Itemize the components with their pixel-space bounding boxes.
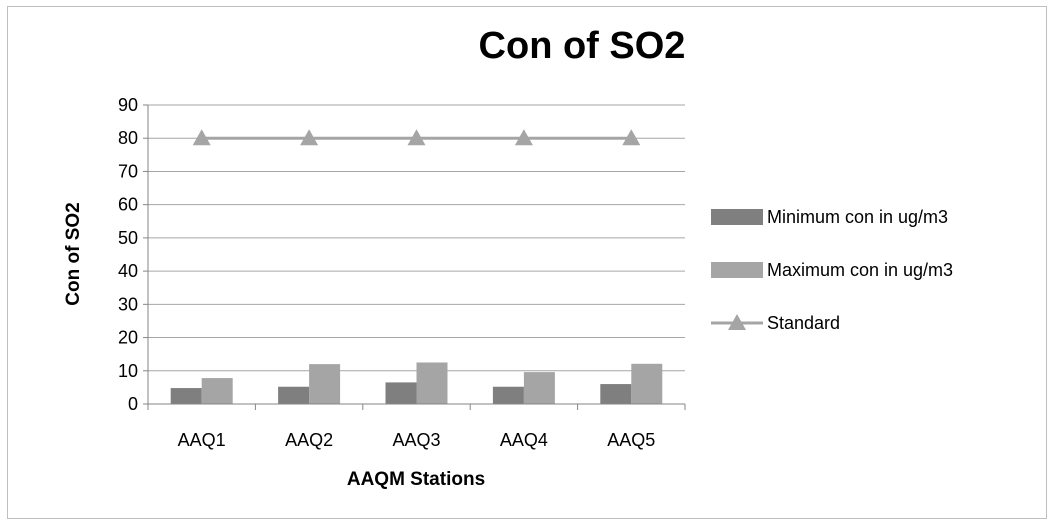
legend-item: Maximum con in ug/m3 bbox=[711, 260, 953, 280]
y-axis-ticks: 0 10 20 30 40 50 60 70 80 90 bbox=[118, 95, 138, 414]
y-tick-label: 80 bbox=[118, 128, 138, 148]
bar-aaq5-min bbox=[600, 384, 632, 404]
standard-marker bbox=[192, 129, 211, 146]
y-tick-label: 60 bbox=[118, 195, 138, 215]
legend-marker bbox=[728, 314, 746, 330]
bar-aaq2-min bbox=[278, 386, 310, 404]
y-tick-label: 0 bbox=[128, 394, 138, 414]
bar-aaq4-max bbox=[523, 372, 555, 404]
bar-aaq1-max bbox=[201, 378, 233, 404]
x-tick-label: AAQ1 bbox=[178, 430, 226, 450]
legend-item: Minimum con in ug/m3 bbox=[711, 207, 948, 227]
y-tick-label: 20 bbox=[118, 328, 138, 348]
standard-line-series bbox=[192, 129, 641, 146]
bar-aaq5-max bbox=[631, 363, 663, 404]
x-tick-label: AAQ2 bbox=[285, 430, 333, 450]
x-tick-label: AAQ5 bbox=[607, 430, 655, 450]
standard-marker bbox=[300, 129, 319, 146]
bar-aaq3-max bbox=[416, 362, 448, 404]
bars bbox=[170, 362, 663, 404]
legend-label: Standard bbox=[767, 313, 840, 333]
legend-swatch bbox=[711, 262, 763, 278]
chart-title: Con of SO2 bbox=[479, 25, 686, 67]
legend: Minimum con in ug/m3 Maximum con in ug/m3… bbox=[711, 207, 953, 333]
x-axis-ticks: AAQ1 AAQ2 AAQ3 AAQ4 AAQ5 bbox=[178, 430, 656, 450]
bar-aaq3-min bbox=[385, 382, 417, 404]
legend-item: Standard bbox=[711, 313, 840, 333]
x-tick-label: AAQ3 bbox=[392, 430, 440, 450]
standard-marker bbox=[407, 129, 426, 146]
y-tick-label: 40 bbox=[118, 261, 138, 281]
axes bbox=[143, 104, 686, 410]
x-tick-label: AAQ4 bbox=[500, 430, 548, 450]
y-tick-label: 10 bbox=[118, 361, 138, 381]
gridlines bbox=[148, 104, 685, 372]
legend-swatch bbox=[711, 209, 763, 225]
y-axis-title: Con of SO2 bbox=[63, 202, 84, 305]
x-axis-title: AAQM Stations bbox=[347, 469, 485, 490]
standard-marker bbox=[622, 129, 641, 146]
y-tick-label: 50 bbox=[118, 228, 138, 248]
y-tick-label: 30 bbox=[118, 294, 138, 314]
legend-label: Minimum con in ug/m3 bbox=[767, 207, 948, 227]
legend-label: Maximum con in ug/m3 bbox=[767, 260, 953, 280]
standard-marker bbox=[514, 129, 533, 146]
y-tick-label: 70 bbox=[118, 161, 138, 181]
chart-frame bbox=[7, 6, 1047, 519]
bar-aaq2-max bbox=[309, 364, 341, 404]
bar-aaq4-min bbox=[492, 386, 524, 404]
bar-aaq1-min bbox=[170, 388, 202, 404]
y-tick-label: 90 bbox=[118, 95, 138, 115]
